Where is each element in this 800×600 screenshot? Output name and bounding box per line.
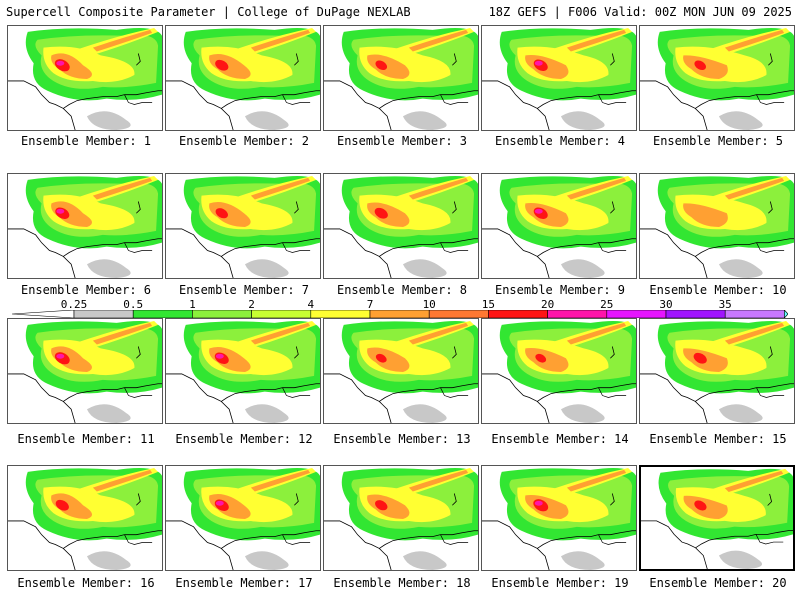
ensemble-member-label: Ensemble Member: 15 bbox=[649, 432, 787, 446]
legend-level-label: 30 bbox=[659, 298, 673, 311]
ensemble-member-map[interactable] bbox=[639, 25, 795, 131]
scp-field-plot bbox=[8, 467, 162, 570]
scp-field-plot bbox=[166, 27, 320, 130]
ensemble-member-label: Ensemble Member: 12 bbox=[175, 432, 313, 446]
ensemble-member-map[interactable] bbox=[481, 465, 637, 571]
scp-field-plot bbox=[640, 27, 794, 130]
ensemble-member-label: Ensemble Member: 8 bbox=[336, 283, 468, 297]
ensemble-member-label: Ensemble Member: 10 bbox=[649, 283, 787, 297]
ensemble-member-label: Ensemble Member: 5 bbox=[652, 134, 784, 148]
ensemble-member-map[interactable] bbox=[481, 318, 637, 424]
ensemble-member-map[interactable] bbox=[323, 465, 479, 571]
ensemble-member-map[interactable] bbox=[323, 25, 479, 131]
scp-field-plot bbox=[8, 320, 162, 423]
ensemble-member-label: Ensemble Member: 4 bbox=[494, 134, 626, 148]
ensemble-member-map[interactable] bbox=[7, 465, 163, 571]
ensemble-member-label: Ensemble Member: 14 bbox=[491, 432, 629, 446]
ensemble-member-map[interactable] bbox=[165, 25, 321, 131]
color-legend: 0.25 0.5 1 2 4 7 10 15 20 25 30 35 bbox=[12, 298, 788, 320]
chart-title: Supercell Composite Parameter | College … bbox=[6, 5, 411, 19]
ensemble-member-label: Ensemble Member: 18 bbox=[333, 576, 471, 590]
ensemble-member-label: Ensemble Member: 1 bbox=[20, 134, 152, 148]
scp-field-plot bbox=[166, 467, 320, 570]
legend-level-label: 0.25 bbox=[60, 298, 88, 311]
scp-field-plot bbox=[482, 320, 636, 423]
ensemble-member-label: Ensemble Member: 6 bbox=[20, 283, 152, 297]
legend-level-label: 15 bbox=[481, 298, 496, 311]
ensemble-member-map[interactable] bbox=[481, 25, 637, 131]
ensemble-member-map[interactable] bbox=[639, 173, 795, 279]
ensemble-member-label: Ensemble Member: 17 bbox=[175, 576, 313, 590]
ensemble-member-label: Ensemble Member: 13 bbox=[333, 432, 471, 446]
scp-field-plot bbox=[482, 467, 636, 570]
legend-level-label: 2 bbox=[248, 298, 255, 311]
ensemble-member-map[interactable] bbox=[481, 173, 637, 279]
scp-field-plot bbox=[8, 27, 162, 130]
ensemble-member-map[interactable] bbox=[7, 25, 163, 131]
ensemble-member-map[interactable] bbox=[165, 318, 321, 424]
ensemble-member-label: Ensemble Member: 9 bbox=[494, 283, 626, 297]
ensemble-member-label: Ensemble Member: 3 bbox=[336, 134, 468, 148]
ensemble-member-map[interactable] bbox=[639, 318, 795, 424]
scp-field-plot bbox=[482, 175, 636, 278]
ensemble-member-map[interactable] bbox=[323, 318, 479, 424]
scp-field-plot bbox=[324, 467, 478, 570]
ensemble-member-label: Ensemble Member: 11 bbox=[17, 432, 155, 446]
scp-field-plot bbox=[482, 27, 636, 130]
ensemble-member-map[interactable] bbox=[323, 173, 479, 279]
ensemble-member-map[interactable] bbox=[7, 318, 163, 424]
scp-field-plot bbox=[641, 468, 793, 569]
legend-level-label: 0.5 bbox=[123, 298, 144, 311]
scp-field-plot bbox=[324, 320, 478, 423]
ensemble-member-label: Ensemble Member: 16 bbox=[17, 576, 155, 590]
legend-strip bbox=[12, 310, 788, 318]
scp-field-plot bbox=[166, 175, 320, 278]
legend-level-label: 25 bbox=[600, 298, 614, 311]
model-run-info: 18Z GEFS | F006 Valid: 00Z MON JUN 09 20… bbox=[488, 5, 792, 19]
legend-level-label: 7 bbox=[366, 298, 374, 311]
legend-level-label: 35 bbox=[718, 298, 732, 311]
legend-level-label: 10 bbox=[422, 298, 436, 311]
scp-field-plot bbox=[166, 320, 320, 423]
legend-level-label: 4 bbox=[307, 298, 315, 311]
ensemble-member-map[interactable] bbox=[165, 173, 321, 279]
scp-field-plot bbox=[324, 27, 478, 130]
ensemble-member-label: Ensemble Member: 20 bbox=[649, 576, 787, 590]
legend-level-label: 20 bbox=[540, 298, 555, 311]
ensemble-member-map[interactable] bbox=[165, 465, 321, 571]
scp-field-plot bbox=[324, 175, 478, 278]
scp-field-plot bbox=[8, 175, 162, 278]
scp-field-plot bbox=[640, 175, 794, 278]
ensemble-member-map[interactable] bbox=[639, 465, 795, 571]
ensemble-member-label: Ensemble Member: 19 bbox=[491, 576, 629, 590]
ensemble-member-map[interactable] bbox=[7, 173, 163, 279]
ensemble-member-label: Ensemble Member: 2 bbox=[178, 134, 310, 148]
legend-level-label: 1 bbox=[189, 298, 196, 311]
scp-field-plot bbox=[640, 320, 794, 423]
ensemble-member-label: Ensemble Member: 7 bbox=[178, 283, 310, 297]
